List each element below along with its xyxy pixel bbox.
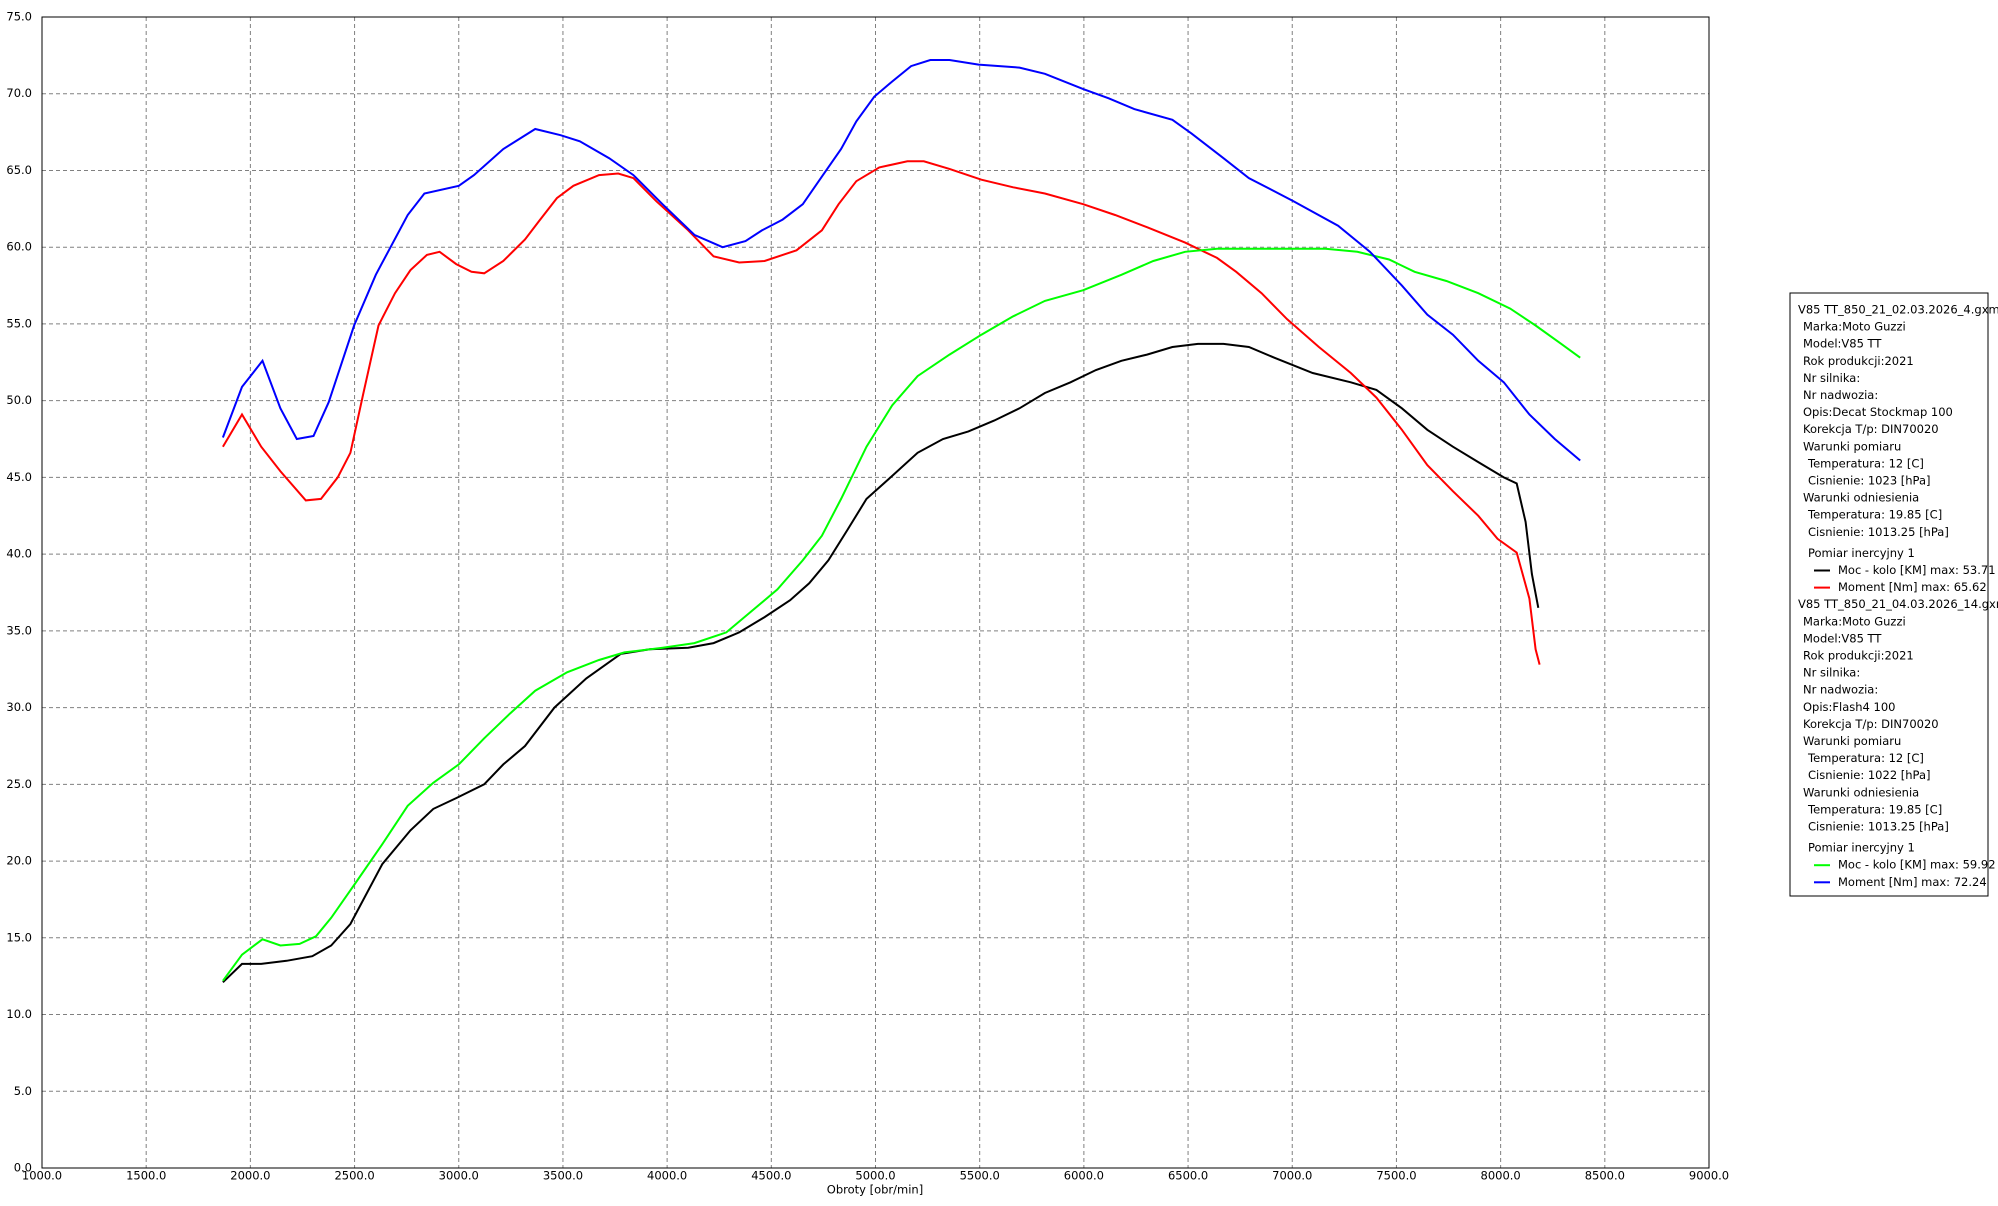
- legend-field: Opis:Decat Stockmap 100: [1803, 405, 1953, 419]
- y-tick-label: 75.0: [6, 10, 32, 24]
- y-tick-label: 50.0: [6, 393, 32, 407]
- legend-box: [1789, 292, 1989, 897]
- x-tick-label: 1500.0: [126, 1169, 166, 1183]
- legend-entry: Moc - kolo [KM] max: 59.92: [1838, 858, 1996, 872]
- legend-field: Nr silnika:: [1803, 371, 1860, 385]
- series-line: [222, 247, 1581, 982]
- y-tick-label: 35.0: [6, 623, 32, 637]
- x-tick-label: 9000.0: [1689, 1169, 1729, 1183]
- x-tick-label: 1000.0: [22, 1169, 62, 1183]
- y-tick-label: 20.0: [6, 854, 32, 868]
- x-tick-label: 2000.0: [230, 1169, 270, 1183]
- legend-file: V85 TT_850_21_02.03.2026_4.gxml: [1798, 303, 1998, 317]
- legend-condition-title: Warunki odniesienia: [1803, 785, 1919, 799]
- legend-condition-item: Temperatura: 12 [C]: [1807, 751, 1924, 765]
- legend-condition-item: Temperatura: 19.85 [C]: [1807, 508, 1942, 522]
- legend-condition-item: Cisnienie: 1013.25 [hPa]: [1808, 525, 1949, 539]
- x-tick-label: 7000.0: [1272, 1169, 1312, 1183]
- legend-field: Nr nadwozia:: [1803, 683, 1878, 697]
- legend-entry: Moment [Nm] max: 65.62: [1838, 580, 1987, 594]
- legend-measurement: Pomiar inercyjny 1: [1808, 546, 1915, 560]
- legend-condition-title: Warunki pomiaru: [1803, 734, 1901, 748]
- legend-condition-item: Temperatura: 19.85 [C]: [1807, 802, 1942, 816]
- legend-field: Model:V85 TT: [1803, 337, 1882, 351]
- legend-field: Marka:Moto Guzzi: [1803, 320, 1906, 334]
- x-tick-label: 4500.0: [751, 1169, 791, 1183]
- x-tick-label: 7500.0: [1376, 1169, 1416, 1183]
- legend-entry: Moc - kolo [KM] max: 53.71: [1838, 563, 1996, 577]
- legend-field: Nr nadwozia:: [1803, 388, 1878, 402]
- y-tick-label: 10.0: [6, 1007, 32, 1021]
- y-tick-label: 15.0: [6, 930, 32, 944]
- legend-file: V85 TT_850_21_04.03.2026_14.gxml: [1798, 597, 1998, 611]
- y-tick-label: 5.0: [14, 1084, 32, 1098]
- x-tick-label: 8000.0: [1481, 1169, 1521, 1183]
- x-tick-label: 6000.0: [1064, 1169, 1104, 1183]
- y-tick-label: 30.0: [6, 700, 32, 714]
- plot-frame: [41, 16, 1710, 1169]
- legend-condition-item: Cisnienie: 1013.25 [hPa]: [1808, 820, 1949, 834]
- legend-condition-title: Warunki pomiaru: [1803, 439, 1901, 453]
- y-tick-label: 25.0: [6, 777, 32, 791]
- legend-field: Korekcja T/p: DIN70020: [1803, 422, 1939, 436]
- legend-field: Rok produkcji:2021: [1803, 649, 1914, 663]
- legend-condition-item: Temperatura: 12 [C]: [1807, 456, 1924, 470]
- legend-condition-item: Cisnienie: 1022 [hPa]: [1808, 768, 1931, 782]
- x-tick-label: 5500.0: [960, 1169, 1000, 1183]
- x-tick-label: 8500.0: [1585, 1169, 1625, 1183]
- y-tick-label: 45.0: [6, 470, 32, 484]
- series-line: [222, 160, 1541, 665]
- legend-entry: Moment [Nm] max: 72.24: [1838, 875, 1987, 889]
- x-tick-label: 6500.0: [1168, 1169, 1208, 1183]
- series-line: [222, 342, 1540, 984]
- legend-field: Rok produkcji:2021: [1803, 354, 1914, 368]
- legend-field: Korekcja T/p: DIN70020: [1803, 717, 1939, 731]
- x-tick-label: 2500.0: [334, 1169, 374, 1183]
- y-tick-label: 70.0: [6, 86, 32, 100]
- x-tick-label: 4000.0: [647, 1169, 687, 1183]
- x-tick-label: 3000.0: [439, 1169, 479, 1183]
- legend-field: Marka:Moto Guzzi: [1803, 614, 1906, 628]
- y-tick-label: 65.0: [6, 163, 32, 177]
- y-tick-label: 40.0: [6, 547, 32, 561]
- x-tick-label: 5000.0: [855, 1169, 895, 1183]
- y-tick-label: 55.0: [6, 316, 32, 330]
- legend-field: Opis:Flash4 100: [1803, 700, 1895, 714]
- x-axis-title: Obroty [obr/min]: [827, 1183, 923, 1197]
- x-tick-label: 3500.0: [543, 1169, 583, 1183]
- series-line: [221, 59, 1581, 462]
- y-tick-label: 60.0: [6, 240, 32, 254]
- legend-field: Nr silnika:: [1803, 666, 1860, 680]
- y-tick-label: 0.0: [14, 1161, 32, 1175]
- legend-field: Model:V85 TT: [1803, 631, 1882, 645]
- legend-condition-item: Cisnienie: 1023 [hPa]: [1808, 474, 1931, 488]
- legend-condition-title: Warunki odniesienia: [1803, 491, 1919, 505]
- legend-measurement: Pomiar inercyjny 1: [1808, 841, 1915, 855]
